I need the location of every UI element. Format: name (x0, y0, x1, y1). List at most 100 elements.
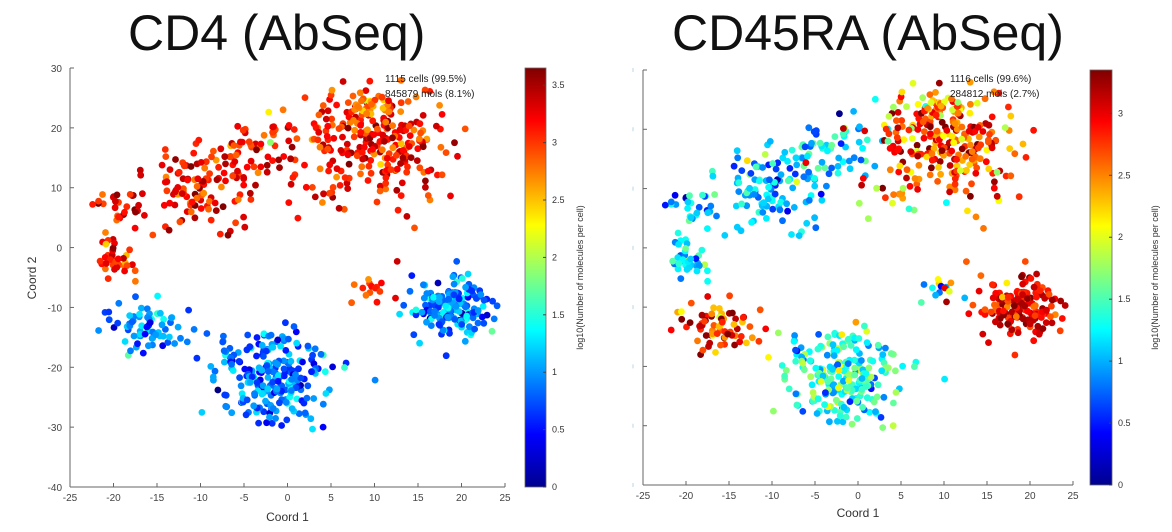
data-point (451, 316, 459, 323)
data-point (975, 144, 982, 152)
data-point (378, 93, 386, 101)
data-point (396, 310, 403, 318)
data-point (228, 360, 236, 368)
data-point (285, 335, 292, 343)
data-point (694, 337, 701, 345)
data-point (975, 287, 983, 295)
data-point (695, 262, 703, 270)
data-point (435, 320, 443, 328)
data-point (246, 189, 254, 197)
data-point (109, 244, 117, 252)
data-point (301, 94, 309, 101)
data-point (373, 298, 381, 306)
x-axis-label: Coord 1 (837, 506, 880, 520)
data-point (750, 191, 758, 198)
data-point (760, 199, 768, 207)
data-point (95, 197, 102, 205)
data-point (829, 365, 836, 373)
data-point (919, 94, 927, 102)
data-point (802, 159, 810, 167)
data-point (1024, 295, 1031, 302)
data-point (903, 174, 910, 182)
data-point (220, 347, 228, 355)
data-point (111, 266, 118, 273)
data-point (661, 201, 669, 209)
data-point (250, 163, 258, 171)
data-point (449, 273, 457, 281)
scatter-points (661, 78, 1069, 431)
data-point (193, 354, 201, 362)
data-point (817, 378, 825, 385)
data-point (136, 166, 144, 174)
data-point (870, 398, 878, 406)
data-point (145, 342, 152, 350)
data-point (309, 425, 316, 433)
data-point (275, 156, 283, 164)
data-point (861, 127, 869, 135)
data-point (333, 165, 341, 173)
data-point (675, 241, 682, 248)
data-point (840, 125, 847, 132)
colorbar-tick-label: 0 (552, 482, 557, 492)
data-point (954, 99, 962, 106)
data-point (190, 326, 198, 333)
data-point (968, 180, 975, 188)
data-point (198, 409, 206, 416)
data-point (241, 223, 249, 231)
data-point (430, 293, 437, 301)
data-point (859, 404, 866, 411)
data-point (376, 182, 384, 190)
data-point (248, 373, 256, 381)
data-point (344, 124, 352, 132)
data-point (431, 308, 438, 315)
data-point (115, 213, 122, 221)
data-point (871, 95, 879, 103)
data-point (1013, 295, 1021, 303)
data-point (893, 134, 901, 142)
data-point (157, 309, 164, 317)
data-point (976, 155, 984, 163)
data-point (285, 137, 293, 145)
data-point (274, 377, 282, 385)
data-point (253, 352, 260, 360)
data-point (397, 140, 405, 148)
data-point (274, 361, 281, 368)
data-point (928, 156, 936, 164)
data-point (349, 92, 357, 100)
data-point (739, 314, 747, 321)
data-point (800, 173, 808, 181)
data-point (266, 413, 273, 421)
data-point (890, 191, 897, 199)
data-point (1022, 154, 1030, 161)
data-point (320, 190, 327, 198)
data-point (842, 413, 850, 421)
data-point (343, 140, 351, 148)
data-point (377, 161, 385, 168)
data-point (350, 281, 358, 288)
data-point (141, 330, 149, 338)
data-point (288, 405, 296, 412)
data-point (708, 310, 716, 318)
data-point (288, 376, 295, 383)
data-point (264, 153, 272, 161)
data-point (243, 163, 251, 171)
data-point (818, 196, 826, 204)
data-point (825, 170, 833, 178)
data-point (447, 192, 454, 200)
data-point (693, 209, 701, 217)
data-point (184, 176, 192, 184)
data-point (382, 118, 390, 126)
data-point (242, 411, 250, 419)
data-point (713, 330, 721, 337)
data-point (328, 86, 336, 94)
data-point (856, 123, 863, 131)
x-tick-label: -10 (765, 491, 780, 502)
data-point (949, 106, 956, 114)
data-point (416, 135, 423, 143)
data-point (274, 336, 282, 344)
data-point (222, 402, 230, 410)
data-point (704, 277, 711, 285)
data-point (370, 131, 378, 139)
data-point (981, 306, 989, 313)
data-point (421, 86, 429, 94)
